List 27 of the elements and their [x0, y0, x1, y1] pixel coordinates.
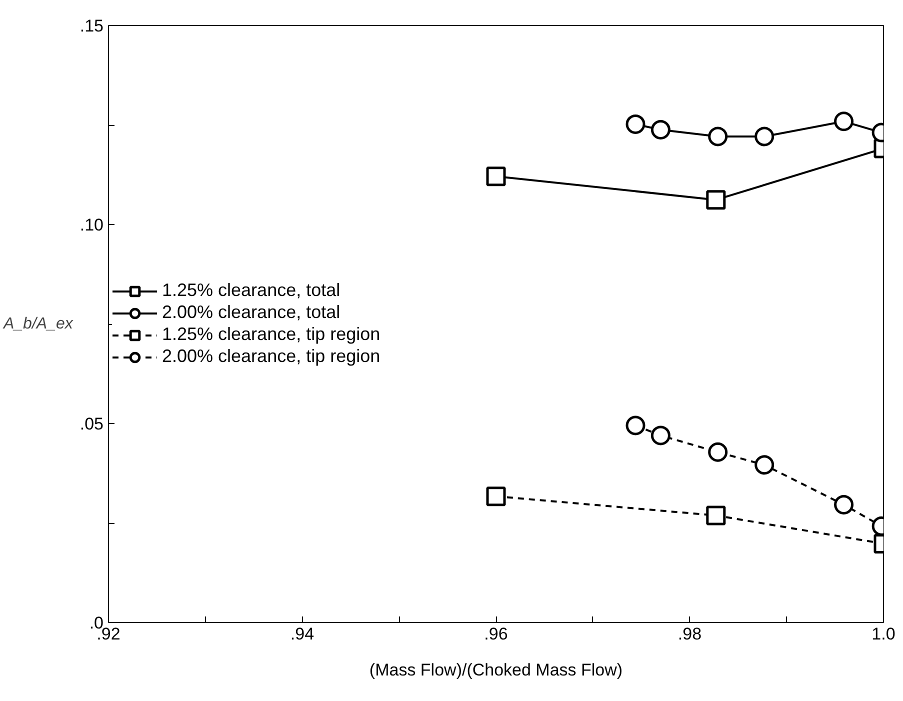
y-tick-label: .15 — [80, 16, 104, 36]
x-tick-label: 1.0 — [872, 624, 896, 644]
point — [708, 442, 728, 462]
x-tick-label: .96 — [484, 624, 508, 644]
y-tick-label: .05 — [80, 414, 104, 434]
point — [650, 120, 670, 140]
point — [650, 426, 670, 446]
point — [486, 486, 506, 506]
legend-label: 2.00% clearance, total — [162, 302, 340, 324]
point — [706, 506, 726, 526]
point — [834, 112, 854, 132]
legend-label: 2.00% clearance, tip region — [162, 346, 380, 368]
point — [708, 126, 728, 146]
point — [834, 494, 854, 514]
point — [754, 455, 774, 475]
legend-label: 1.25% clearance, tip region — [162, 324, 380, 346]
point — [486, 166, 506, 186]
x-axis-title: (Mass Flow)/(Choked Mass Flow) — [369, 660, 623, 680]
y-axis-title: A_b/A_ex — [2, 316, 74, 332]
point — [706, 190, 726, 210]
y-tick-label: .10 — [80, 216, 104, 234]
point — [626, 416, 646, 436]
point — [754, 126, 774, 146]
x-tick-label: .94 — [290, 624, 314, 644]
x-tick-label: .98 — [678, 624, 702, 644]
legend-label: 1.25% clearance, total — [162, 280, 340, 302]
point — [626, 114, 646, 134]
